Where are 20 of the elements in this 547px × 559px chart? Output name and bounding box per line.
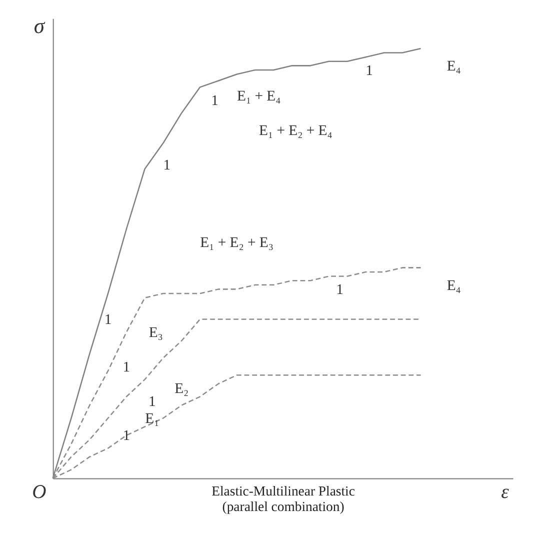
annotation: 1 (336, 282, 344, 298)
annotation: E₁ + E₂ + E₃ (200, 234, 274, 251)
annotation: 1 (211, 92, 218, 109)
annotation: E₄ (446, 278, 461, 294)
annotation: E₁ + E₂ + E₄ (258, 123, 332, 140)
annotation: E₂ (174, 380, 189, 397)
x-axis-title: Elastic-Multilinear Plastic (parallel combination) (212, 483, 355, 514)
text: O (32, 482, 46, 503)
annotation: E₁ (145, 411, 160, 428)
annotation: 1 (104, 312, 112, 328)
annotation: 1 (163, 157, 171, 174)
annotation: E₁ + E₄ (237, 88, 281, 105)
annotation: E₃ (148, 325, 163, 342)
annotation: E₄ (446, 58, 461, 75)
y-axis-title: σ (34, 14, 46, 38)
annotation: 1 (366, 62, 373, 79)
annotation: 1 (122, 359, 130, 376)
annotation: 1 (122, 428, 130, 444)
annotation: 1 (148, 394, 156, 410)
text: ε (501, 482, 510, 503)
